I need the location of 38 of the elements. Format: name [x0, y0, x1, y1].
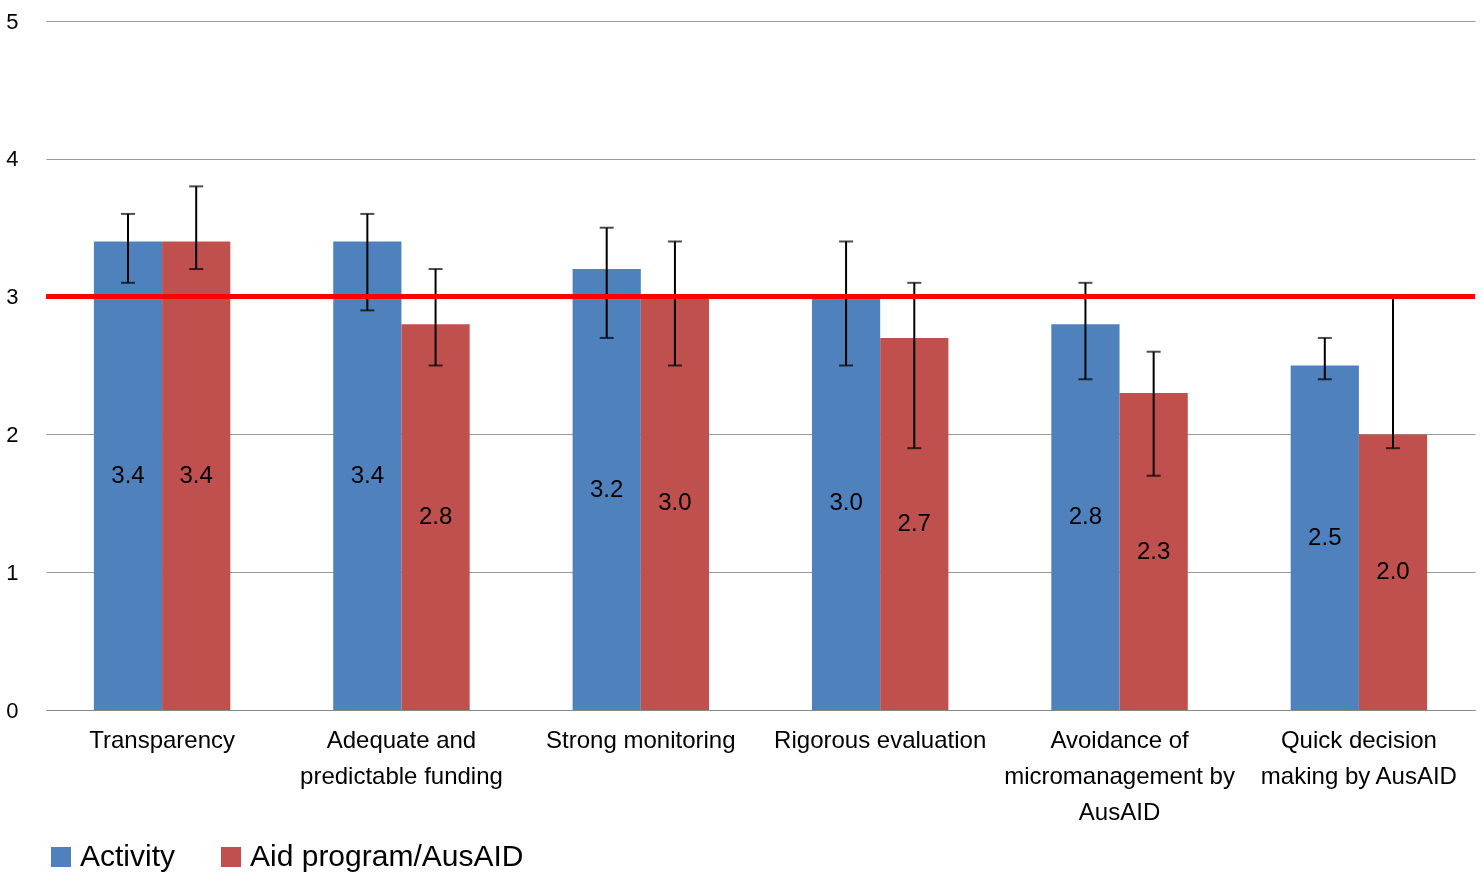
legend-label: Activity [80, 839, 176, 872]
data-label: 2.5 [1308, 522, 1342, 550]
bar [93, 241, 163, 710]
x-tick-label: Avoidance of micromanagement by AusAID [1004, 725, 1235, 825]
x-tick-label: Strong monitoring [546, 725, 736, 753]
bar [1358, 434, 1428, 710]
data-label: 2.8 [1068, 502, 1103, 530]
data-label: 3.2 [590, 474, 624, 502]
x-tick-label: Quick decision making by AusAID [1260, 725, 1457, 789]
data-label: 3.4 [350, 460, 385, 488]
data-label: 2.0 [1376, 557, 1410, 585]
y-tick-label: 4 [6, 146, 19, 172]
data-label: 3.0 [658, 488, 692, 516]
legend-label: Aid program/AusAID [250, 839, 524, 872]
bar [572, 269, 641, 710]
bar [162, 241, 231, 710]
bar [1119, 393, 1188, 710]
y-tick-label: 3 [6, 284, 19, 310]
y-tick-label: 0 [6, 697, 19, 723]
y-tick-label: 1 [6, 559, 19, 585]
bar [640, 296, 710, 710]
x-tick-label: Adequate and predictable funding [300, 725, 503, 789]
bar [401, 324, 470, 710]
data-label: 2.7 [897, 508, 931, 536]
data-label: 3.0 [829, 488, 863, 516]
y-tick-label: 5 [6, 8, 19, 34]
x-tick-label: Rigorous evaluation [774, 725, 987, 753]
bar [333, 241, 402, 710]
data-label: 2.8 [418, 502, 453, 530]
bar [1051, 324, 1120, 710]
data-label: 3.4 [179, 460, 213, 488]
bar [1290, 365, 1359, 710]
bar [811, 296, 881, 710]
y-tick-label: 2 [6, 421, 19, 447]
data-label: 2.3 [1136, 536, 1171, 564]
x-tick-label: Transparency [89, 725, 236, 753]
data-label: 3.4 [111, 460, 145, 488]
bar [880, 337, 949, 710]
